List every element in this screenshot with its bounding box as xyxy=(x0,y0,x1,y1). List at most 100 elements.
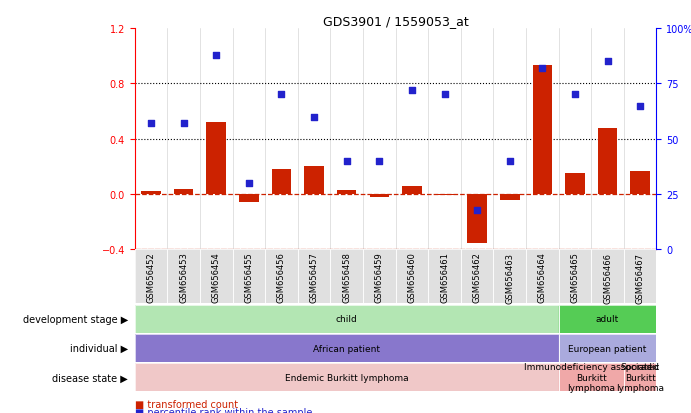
Text: GSM656465: GSM656465 xyxy=(571,252,580,303)
Text: GSM656454: GSM656454 xyxy=(211,252,220,303)
Bar xyxy=(591,250,624,304)
Bar xyxy=(265,250,298,304)
Text: disease state ▶: disease state ▶ xyxy=(52,373,128,382)
Text: adult: adult xyxy=(596,314,619,323)
Point xyxy=(374,158,385,165)
Bar xyxy=(174,189,193,195)
Bar xyxy=(135,250,167,304)
Bar xyxy=(461,250,493,304)
Bar xyxy=(200,250,233,304)
Bar xyxy=(630,171,650,195)
Point xyxy=(569,92,580,98)
Text: GSM656457: GSM656457 xyxy=(310,252,319,303)
Text: ■ percentile rank within the sample: ■ percentile rank within the sample xyxy=(135,407,312,413)
Bar xyxy=(167,250,200,304)
Bar xyxy=(395,250,428,304)
Bar xyxy=(135,250,167,304)
Text: European patient: European patient xyxy=(569,344,647,353)
Bar xyxy=(565,174,585,195)
Bar xyxy=(337,190,357,195)
Text: GSM656464: GSM656464 xyxy=(538,252,547,303)
Bar xyxy=(304,167,324,195)
Point xyxy=(602,59,613,65)
Text: GSM656463: GSM656463 xyxy=(505,252,514,303)
Bar xyxy=(141,192,161,195)
Point xyxy=(471,207,482,214)
Bar xyxy=(598,128,617,195)
Bar xyxy=(135,363,558,392)
Text: GSM656461: GSM656461 xyxy=(440,252,449,303)
Bar xyxy=(558,334,656,362)
Bar xyxy=(533,66,552,195)
Point xyxy=(243,180,254,187)
Bar xyxy=(428,250,461,304)
Bar xyxy=(363,250,395,304)
Bar xyxy=(624,250,656,304)
Bar xyxy=(624,363,656,392)
Point xyxy=(211,52,222,59)
Bar xyxy=(135,363,558,392)
Bar xyxy=(167,250,200,304)
Bar xyxy=(526,250,558,304)
Bar xyxy=(435,195,454,196)
Bar xyxy=(135,334,558,362)
Bar xyxy=(233,250,265,304)
Point xyxy=(537,65,548,72)
Bar xyxy=(207,123,226,195)
Bar xyxy=(591,250,624,304)
Bar xyxy=(461,250,493,304)
Bar xyxy=(428,250,461,304)
Bar xyxy=(395,250,428,304)
Point xyxy=(504,158,515,165)
Bar xyxy=(402,186,422,195)
Bar xyxy=(272,170,291,195)
Point xyxy=(439,92,450,98)
Bar xyxy=(558,250,591,304)
Bar xyxy=(500,195,520,200)
Point xyxy=(178,121,189,127)
Text: ■ transformed count: ■ transformed count xyxy=(135,399,238,409)
Bar xyxy=(624,250,656,304)
Bar xyxy=(558,363,624,392)
Bar xyxy=(135,305,558,333)
Text: GSM656466: GSM656466 xyxy=(603,252,612,303)
Bar xyxy=(558,363,624,392)
Text: GSM656458: GSM656458 xyxy=(342,252,351,303)
Bar xyxy=(493,250,526,304)
Text: Sporadic
Burkitt
lymphoma: Sporadic Burkitt lymphoma xyxy=(616,363,664,392)
Bar xyxy=(239,195,258,203)
Point xyxy=(146,121,157,127)
Text: child: child xyxy=(336,314,357,323)
Text: GSM656455: GSM656455 xyxy=(245,252,254,303)
Text: development stage ▶: development stage ▶ xyxy=(23,314,128,324)
Text: individual ▶: individual ▶ xyxy=(70,343,128,353)
Text: GSM656452: GSM656452 xyxy=(146,252,155,303)
Text: GSM656467: GSM656467 xyxy=(636,252,645,303)
Bar xyxy=(493,250,526,304)
Bar xyxy=(330,250,363,304)
Bar xyxy=(526,250,558,304)
Point xyxy=(276,92,287,98)
Bar xyxy=(558,250,591,304)
Point xyxy=(341,158,352,165)
Bar xyxy=(330,250,363,304)
Text: African patient: African patient xyxy=(313,344,380,353)
Bar xyxy=(298,250,330,304)
Text: GSM656462: GSM656462 xyxy=(473,252,482,303)
Point xyxy=(634,103,645,109)
Bar xyxy=(363,250,395,304)
Text: Immunodeficiency associated
Burkitt
lymphoma: Immunodeficiency associated Burkitt lymp… xyxy=(524,363,659,392)
Bar xyxy=(558,305,656,333)
Bar xyxy=(558,305,656,333)
Point xyxy=(309,114,320,121)
Bar xyxy=(265,250,298,304)
Bar xyxy=(624,363,656,392)
Text: GSM656456: GSM656456 xyxy=(277,252,286,303)
Bar xyxy=(233,250,265,304)
Bar xyxy=(558,334,656,362)
Text: GSM656460: GSM656460 xyxy=(408,252,417,303)
Bar xyxy=(200,250,233,304)
Bar xyxy=(370,195,389,197)
Title: GDS3901 / 1559053_at: GDS3901 / 1559053_at xyxy=(323,15,468,28)
Text: Endemic Burkitt lymphoma: Endemic Burkitt lymphoma xyxy=(285,373,408,382)
